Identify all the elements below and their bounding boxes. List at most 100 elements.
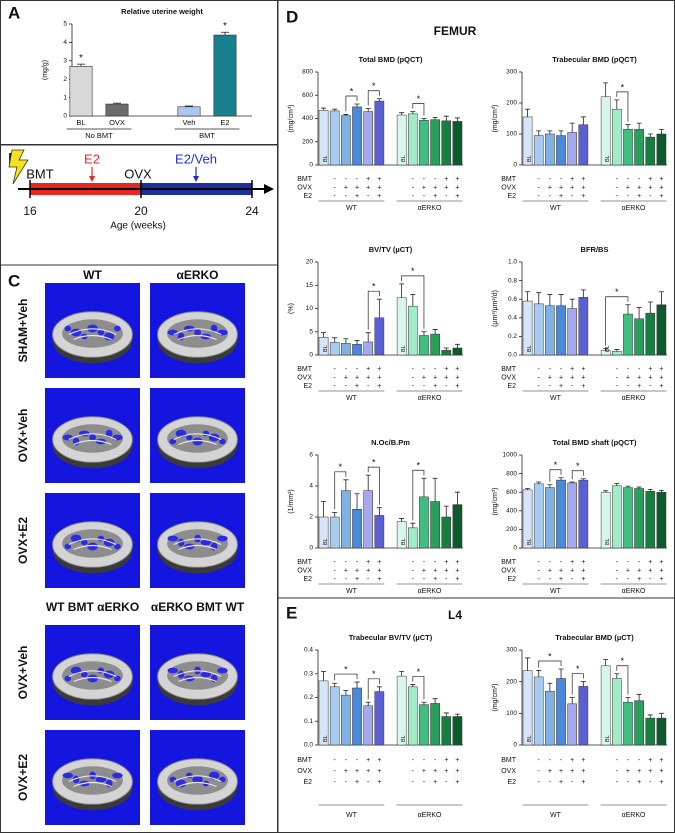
y-tick-label: 400 (506, 508, 517, 515)
condition-sign: - (334, 366, 337, 373)
bar (578, 297, 589, 356)
condition-sign: - (334, 184, 337, 191)
marrow-space (114, 543, 121, 550)
condition-label: BMT (297, 757, 313, 764)
marrow-space (200, 671, 212, 678)
error-bar (525, 657, 531, 671)
bar (441, 120, 452, 166)
panel-letter: D (286, 7, 298, 26)
bar (556, 135, 566, 166)
condition-sign: - (334, 193, 337, 200)
condition-sign: + (444, 176, 448, 183)
error-bar (354, 340, 360, 345)
condition-sign: + (366, 757, 370, 764)
error-bar (454, 343, 460, 349)
bar (578, 479, 589, 549)
condition-sign: + (559, 374, 563, 381)
bar (374, 691, 385, 746)
error-bar (658, 489, 664, 493)
condition-sign: - (367, 383, 370, 390)
y-tick-label: 0.6 (508, 296, 517, 303)
error-bar (558, 294, 564, 306)
condition-sign: + (570, 374, 574, 381)
error-bar (614, 99, 620, 110)
condition-sign: + (433, 374, 437, 381)
condition-sign: - (334, 559, 337, 566)
baseline-label: BL (605, 345, 611, 352)
condition-sign: + (455, 374, 459, 381)
bar (341, 343, 351, 356)
error-bar (454, 713, 460, 717)
y-tick-label: 0 (63, 113, 67, 120)
error-bar (354, 681, 360, 688)
x-tick-label: BL (76, 118, 85, 127)
condition-sign: - (412, 374, 415, 381)
condition-sign: - (616, 757, 619, 764)
condition-sign: + (559, 193, 563, 200)
error-bar (432, 329, 438, 335)
condition-sign: - (334, 176, 337, 183)
y-tick-label: 400 (302, 115, 313, 122)
condition-label: OVX (297, 184, 312, 191)
marrow-space (87, 674, 98, 683)
error-bar (332, 682, 338, 687)
significance-mark: * (576, 664, 580, 674)
condition-sign: + (659, 576, 663, 583)
bone-marrow (62, 319, 123, 348)
condition-sign: - (616, 576, 619, 583)
bone-marrow (167, 661, 228, 690)
condition-sign: + (455, 366, 459, 373)
error-bar (647, 301, 653, 314)
condition-sign: + (433, 567, 437, 574)
marrow-space (62, 434, 74, 441)
condition-sign: + (648, 366, 652, 373)
condition-sign: + (581, 383, 585, 390)
y-tick-label: 0.4 (508, 315, 517, 322)
y-tick-label: 0.2 (304, 694, 313, 701)
condition-sign: - (334, 576, 337, 583)
error-bar (454, 117, 460, 122)
lightning-icon (8, 149, 29, 185)
condition-sign: - (423, 176, 426, 183)
significance-mark: * (339, 462, 343, 472)
marrow-space (217, 535, 228, 542)
y-axis-label: (mg/cm³) (492, 488, 499, 516)
marrow-space (169, 438, 177, 445)
error-bar (410, 522, 416, 528)
significance-mark: * (621, 656, 625, 666)
condition-sign: - (616, 779, 619, 786)
y-axis-label: (%) (288, 303, 295, 314)
y-tick-label: 1 (63, 94, 67, 101)
error-bar (547, 294, 553, 306)
y-tick-label: 0.0 (304, 742, 313, 749)
group-label: αERKO (622, 812, 646, 819)
error-bar (321, 670, 327, 681)
condition-sign: + (366, 768, 370, 775)
condition-sign: + (444, 567, 448, 574)
condition-sign: + (444, 757, 448, 764)
marrow-space (64, 325, 72, 332)
bar (430, 119, 440, 166)
significance-mark: * (576, 461, 580, 471)
y-tick-label: 200 (302, 138, 313, 145)
condition-sign: - (549, 193, 552, 200)
timeline-arrowhead (264, 184, 274, 194)
bar (352, 344, 362, 356)
error-bar (365, 108, 371, 112)
condition-sign: + (581, 567, 585, 574)
trabecular-lines (68, 328, 117, 341)
group-label: WT (550, 395, 562, 402)
significance-mark: * (417, 461, 421, 471)
trabecular-lines (173, 328, 222, 341)
marrow-space (194, 328, 201, 337)
condition-sign: + (422, 374, 426, 381)
condition-sign: - (627, 193, 630, 200)
condition-sign: - (627, 176, 630, 183)
bar (363, 705, 374, 746)
condition-sign: - (367, 576, 370, 583)
y-tick-label: 0 (309, 352, 313, 359)
condition-label: OVX (297, 768, 312, 775)
marrow-space (62, 772, 74, 779)
condition-label: BMT (501, 176, 517, 183)
condition-sign: + (455, 383, 459, 390)
